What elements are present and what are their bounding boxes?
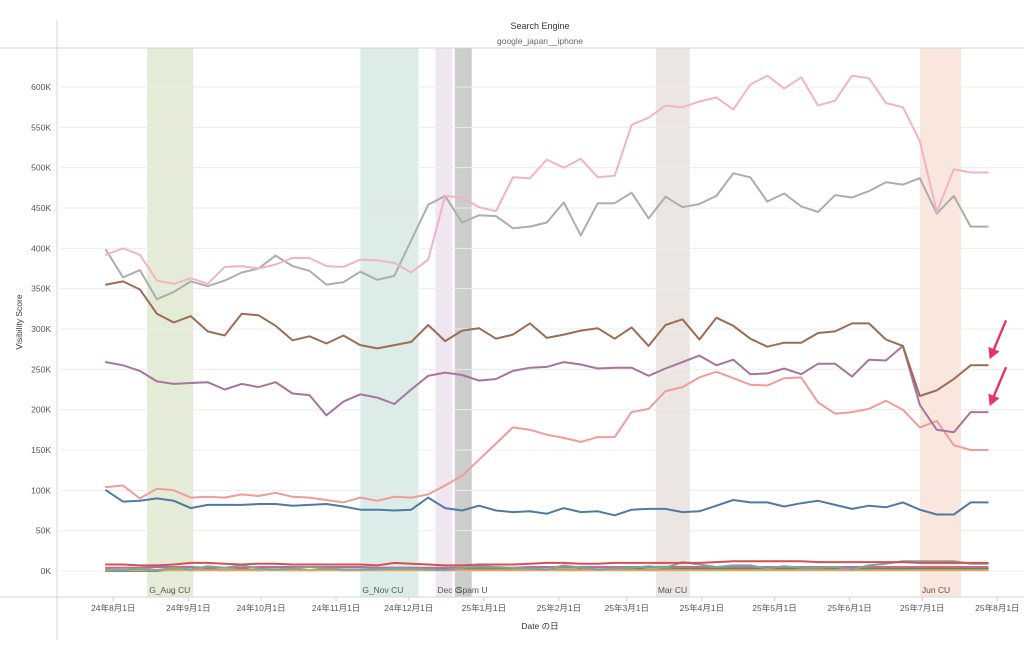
series-line [105, 172, 989, 301]
y-tick-label: 400K [31, 243, 51, 253]
y-tick-label: 250K [31, 364, 51, 374]
y-tick-label: 200K [31, 405, 51, 415]
event-band [919, 48, 962, 597]
x-tick-label: 24年10月1日 [236, 603, 285, 613]
event-band-label: Jun CU [922, 585, 950, 595]
annotation-arrow [992, 366, 1007, 398]
x-tick-label: 24年12月1日 [384, 603, 433, 613]
x-tick-label: 25年5月1日 [752, 603, 796, 613]
annotations [988, 320, 1007, 407]
chart-subtitle: google_japan__iphone [497, 36, 583, 46]
x-tick-label: 25年2月1日 [537, 603, 581, 613]
x-tick-label: 24年9月1日 [166, 603, 210, 613]
series-line [105, 560, 989, 572]
event-band [454, 48, 472, 597]
y-tick-label: 150K [31, 445, 51, 455]
chart-frame [0, 20, 1024, 640]
series-line [105, 489, 989, 517]
y-tick-label: 600K [31, 82, 51, 92]
event-band [147, 48, 194, 597]
series-lines [105, 74, 989, 572]
event-bands [147, 48, 962, 597]
y-tick-label: 450K [31, 203, 51, 213]
y-tick-label: 550K [31, 122, 51, 132]
x-tick-label: 25年4月1日 [680, 603, 724, 613]
annotation-arrowhead [988, 393, 1000, 407]
y-tick-label: 300K [31, 324, 51, 334]
x-axis-ticks: 24年8月1日 24年9月1日 24年10月1日 24年11月1日 24年12月1日 25… [91, 597, 1020, 613]
y-tick-label: 500K [31, 163, 51, 173]
event-band-label: G_Nov CU [362, 585, 403, 595]
x-tick-label: 25年8月1日 [975, 603, 1019, 613]
x-tick-label: 25年7月1日 [900, 603, 944, 613]
event-band-label: G_Aug CU [149, 585, 190, 595]
y-tick-label: 50K [36, 526, 51, 536]
event-band-label: Spam U [457, 585, 488, 595]
x-tick-label: 25年3月1日 [605, 603, 649, 613]
y-axis-ticks: 0K 50K 100K 150K 200K 250K 300K 350K 400K 450K 500… [31, 82, 51, 576]
series-line [105, 560, 989, 567]
series-line [105, 344, 989, 434]
x-axis-label: Date の日 [521, 621, 558, 631]
series-line [105, 74, 989, 285]
y-tick-label: 100K [31, 485, 51, 495]
event-band-label: Mar CU [658, 585, 687, 595]
y-tick-label: 0K [41, 566, 52, 576]
event-band-label: Dec C [437, 585, 461, 595]
chart-title: Search Engine [510, 21, 569, 31]
event-band [360, 48, 419, 597]
series-line [105, 370, 989, 504]
annotation-arrowhead [988, 346, 1000, 360]
event-band [435, 48, 453, 597]
annotation-arrow [992, 320, 1007, 351]
y-tick-label: 350K [31, 284, 51, 294]
y-axis-label: Visibility Score [14, 294, 24, 349]
x-tick-label: 25年6月1日 [827, 603, 871, 613]
x-tick-label: 24年11月1日 [312, 603, 361, 613]
series-line [105, 280, 989, 397]
x-tick-label: 24年8月1日 [91, 603, 135, 613]
x-tick-label: 25年1月1日 [462, 603, 506, 613]
